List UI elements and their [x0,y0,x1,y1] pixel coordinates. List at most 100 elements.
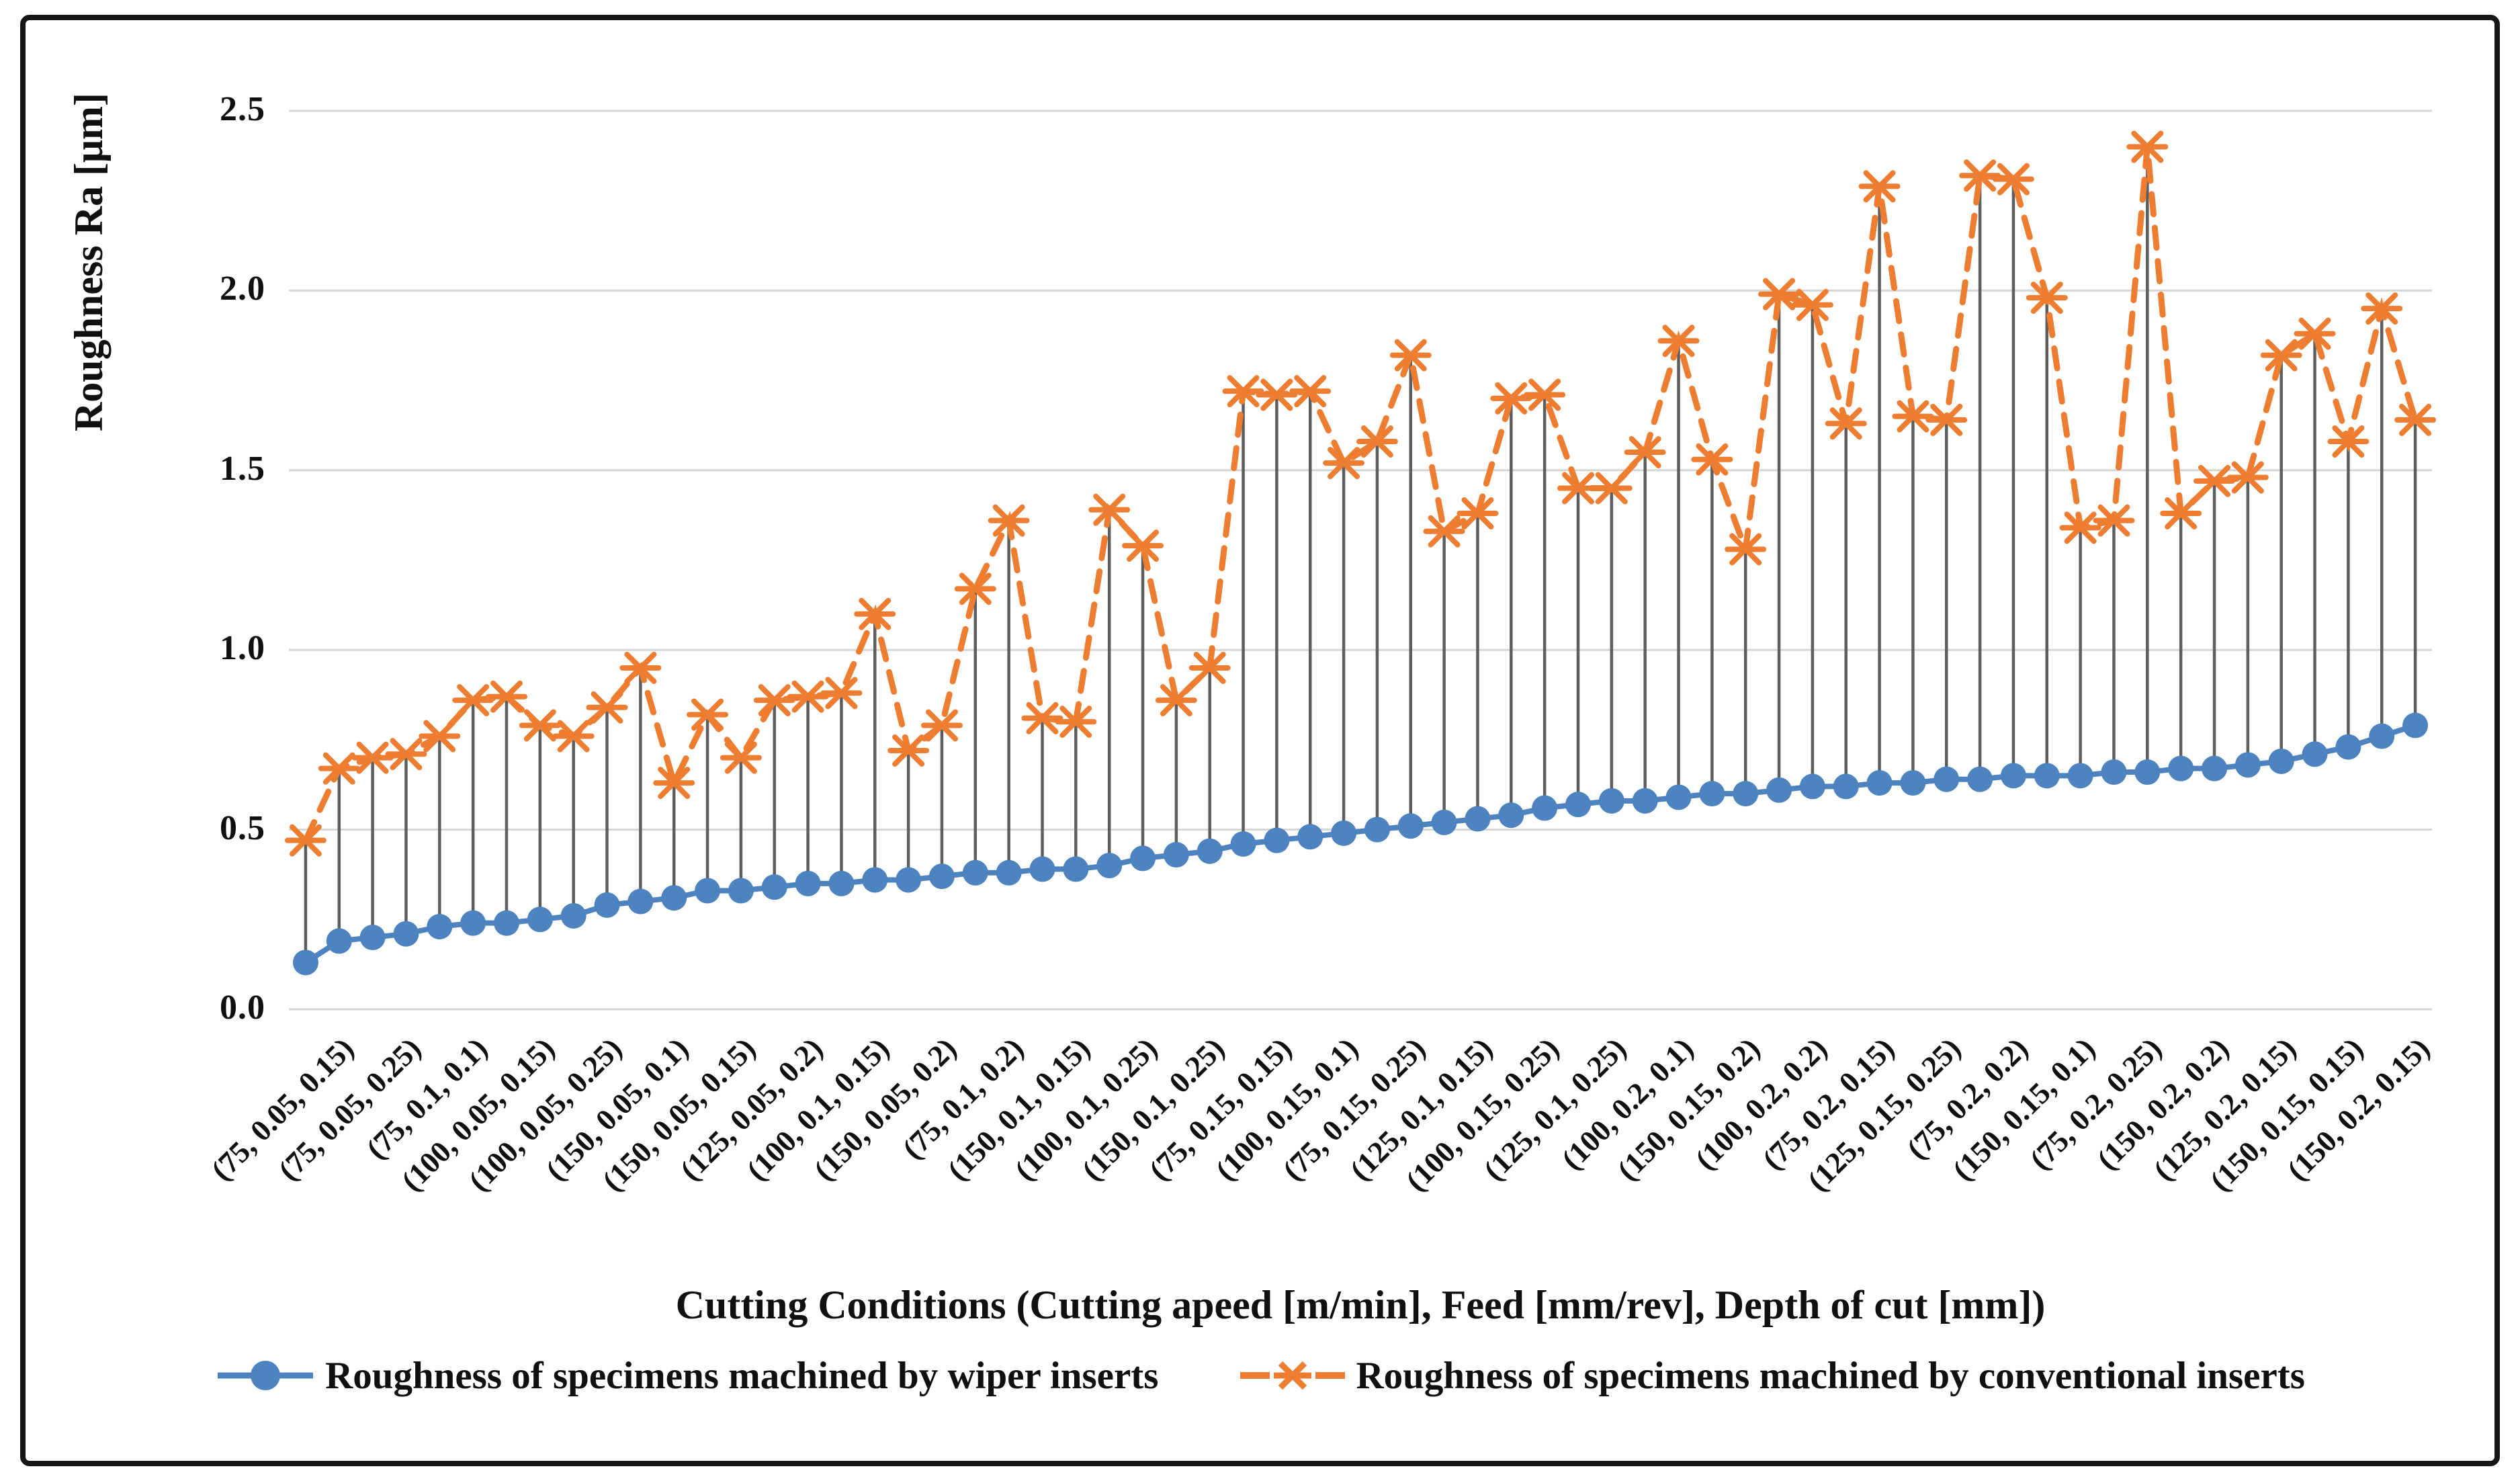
conventional-marker-asterisk-icon [653,767,695,800]
conventional-marker-asterisk-icon [1959,159,2001,192]
wiper-marker-circle-icon [594,892,620,918]
conventional-marker-asterisk-icon [2026,282,2068,314]
conventional-marker-asterisk-icon [1858,170,1901,203]
wiper-marker-circle-icon [728,878,754,904]
conventional-marker-asterisk-icon [1323,447,1365,480]
wiper-line [304,722,2417,965]
conventional-marker-asterisk-icon [1088,493,1131,526]
wiper-marker-circle-icon [326,928,352,954]
wiper-marker-circle-icon [2335,734,2361,760]
wiper-marker-circle-icon [1866,770,1893,796]
conventional-marker-asterisk-icon [1590,472,1633,505]
conventional-marker-asterisk-icon [1992,163,2034,196]
conventional-marker-asterisk-icon [1892,400,1934,433]
conventional-marker-asterisk-icon [1557,472,1599,505]
wiper-marker-circle-icon [962,859,988,886]
wiper-marker-circle-icon [1699,781,1725,807]
wiper-marker-circle-icon [1163,842,1189,868]
conventional-marker-asterisk-icon [1055,706,1097,738]
wiper-marker-circle-icon [695,878,721,904]
conventional-marker-asterisk-icon [1825,407,1867,440]
conventional-marker-asterisk-icon [2394,403,2437,436]
conventional-marker-asterisk-icon [1289,375,1332,408]
wiper-marker-circle-icon [2268,748,2294,774]
wiper-marker-circle-icon [828,870,855,896]
conventional-marker-asterisk-icon [1021,702,1063,734]
conventional-marker-asterisk-icon [1457,497,1499,530]
wiper-marker-circle-icon [1364,816,1390,843]
wiper-marker-circle-icon [1230,831,1256,857]
conventional-line [302,146,2419,844]
wiper-marker-circle-icon [427,913,453,939]
conventional-marker-asterisk-icon [1691,443,1733,476]
wiper-series-legend-icon [218,1361,314,1390]
wiper-marker-circle-icon [1665,784,1692,810]
conventional-marker-asterisk-icon [920,709,963,742]
conventional-marker-asterisk-icon [954,573,996,605]
conventional-marker-asterisk-icon [2327,425,2370,458]
conventional-marker-asterisk-icon [2294,317,2336,350]
conventional-marker-asterisk-icon [1758,278,1800,310]
conventional-marker-asterisk-icon [586,691,628,724]
wiper-marker-circle-icon [1565,792,1591,818]
conventional-marker-asterisk-icon [351,741,394,774]
legend: Roughness of specimens machined by wiper… [0,1352,2520,1399]
conventional-marker-asterisk-icon [519,709,561,742]
wiper-marker-circle-icon [1532,795,1558,821]
wiper-marker-circle-icon [1632,788,1658,814]
wiper-marker-circle-icon [2034,763,2060,789]
wiper-marker-circle-icon [928,863,955,890]
conventional-marker-asterisk-icon [1791,288,1833,321]
wiper-marker-circle-icon [795,870,821,896]
conventional-marker-asterisk-icon [988,504,1030,537]
conventional-marker-asterisk-icon [887,734,930,767]
conventional-marker-asterisk-icon [1657,325,1700,357]
wiper-marker-circle-icon [460,910,486,936]
conventional-series-legend-icon [1240,1361,1346,1390]
conventional-marker-asterisk-icon [318,752,360,785]
wiper-marker-circle-icon [896,867,922,893]
wiper-marker-circle-icon [292,949,318,976]
wiper-marker-circle-icon [1397,813,1424,839]
wiper-marker-circle-icon [2101,759,2127,786]
legend-label-conventional: Roughness of specimens machined by conve… [1356,1354,2305,1397]
wiper-marker-circle-icon [1431,809,1457,835]
conventional-marker-asterisk-icon [1122,530,1164,562]
conventional-marker-asterisk-icon [2260,339,2302,372]
legend-label-wiper: Roughness of specimens machined by wiper… [325,1354,1159,1397]
wiper-marker-circle-icon [560,902,586,929]
wiper-marker-circle-icon [1197,838,1223,864]
conventional-marker-asterisk-icon [1155,684,1197,717]
wiper-marker-circle-icon [661,885,687,911]
legend-item-wiper: Roughness of specimens machined by wiper… [215,1352,1158,1399]
conventional-marker-asterisk-icon [284,824,327,857]
wiper-marker-circle-icon [493,910,519,936]
wiper-marker-circle-icon [1029,856,1055,882]
conventional-marker-asterisk-icon [1423,515,1465,548]
conventional-marker-asterisk-icon [552,720,595,753]
conventional-marker-asterisk-icon [2093,504,2135,537]
conventional-marker-asterisk-icon [2226,461,2269,494]
conventional-marker-asterisk-icon [1490,382,1532,415]
wiper-marker-circle-icon [1297,824,1323,850]
wiper-marker-circle-icon [996,859,1022,886]
conventional-marker-asterisk-icon [2193,464,2236,497]
conventional-marker-asterisk-icon [1389,339,1432,372]
conventional-marker-asterisk-icon [619,651,662,684]
wiper-marker-circle-icon [359,925,386,951]
wiper-marker-circle-icon [1766,777,1792,803]
conventional-marker-asterisk-icon [452,684,494,717]
wiper-marker-circle-icon [1598,788,1624,814]
x-axis-title: Cutting Conditions (Cutting apeed [m/min… [675,1283,2046,1327]
y-tick-label: 2.0 [220,269,265,308]
wiper-marker-circle-icon [1934,766,1960,792]
wiper-marker-circle-icon [627,888,654,915]
conventional-marker-asterisk-icon [787,680,829,713]
wiper-marker-circle-icon [1833,773,1859,800]
y-tick-label: 1.0 [220,629,265,668]
wiper-marker-circle-icon [1900,770,1926,796]
conventional-marker-asterisk-icon [1624,436,1666,469]
conventional-marker-asterisk-icon [720,741,762,774]
wiper-marker-circle-icon [393,921,419,947]
